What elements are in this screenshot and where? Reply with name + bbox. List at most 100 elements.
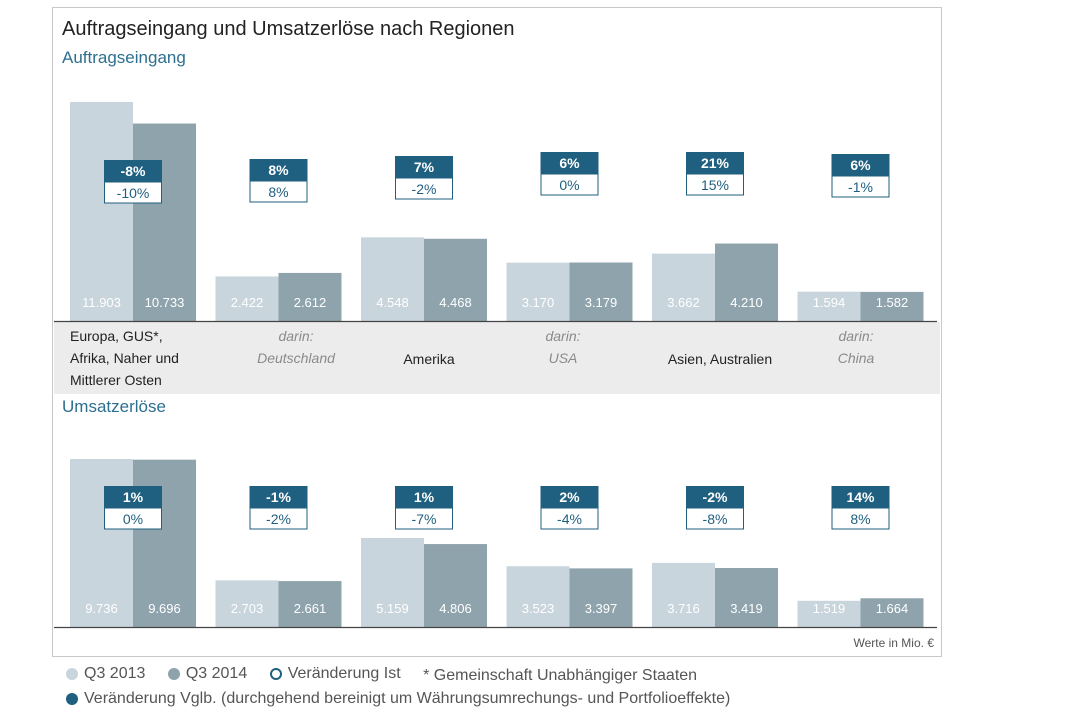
change-actual-label: 8% <box>268 162 289 178</box>
legend-label: * Gemeinschaft Unabhängiger Staaten <box>423 667 698 684</box>
category-label-5: darin: China <box>838 328 875 366</box>
legend-ring-change-actual <box>269 668 282 680</box>
bar-value-label: 4.806 <box>439 601 472 616</box>
change-actual-label: 6% <box>850 157 871 173</box>
change-actual-label: 7% <box>414 159 435 175</box>
legend-item-change-comparable: Veränderung Vglb. (durchgehend bereinigt… <box>66 690 730 708</box>
change-actual-box <box>104 486 162 508</box>
change-comparable-box <box>540 173 599 196</box>
change-comparable-box <box>395 507 453 530</box>
category-label-line: Mittlerer Osten <box>70 372 162 388</box>
change-comparable-box <box>104 507 162 530</box>
category-label-4: Asien, Australien <box>668 351 772 367</box>
change-comparable-box <box>104 181 162 204</box>
bar-auftragseingang-q3-2014-4 <box>715 243 778 321</box>
change-comparable-label: -4% <box>557 511 582 527</box>
category-label-line: China <box>838 350 875 366</box>
category-label-line: darin: <box>278 328 313 344</box>
bar-auftragseingang-q3-2014-2 <box>424 238 487 321</box>
change-actual-box <box>249 159 308 181</box>
bar-value-label: 2.661 <box>294 601 327 616</box>
bar-umsatzerlöse-q3-2014-3 <box>569 568 633 627</box>
bar-value-label: 3.716 <box>667 601 700 616</box>
bar-umsatzerlöse-q3-2014-1 <box>278 581 342 627</box>
bar-value-label: 10.733 <box>145 295 185 310</box>
bar-auftragseingang-q3-2013-1 <box>215 276 279 321</box>
change-comparable-label: 0% <box>559 177 579 193</box>
bar-auftragseingang-q3-2014-5 <box>860 291 924 321</box>
change-actual-box <box>831 154 890 176</box>
legend-dot-q3-2013 <box>66 668 78 680</box>
change-actual-box <box>540 152 599 174</box>
change-comparable-box <box>831 507 890 530</box>
change-comparable-box <box>686 507 744 530</box>
bar-umsatzerlöse-q3-2014-5 <box>860 598 924 627</box>
bar-value-label: 1.664 <box>876 601 909 616</box>
change-comparable-box <box>249 180 308 203</box>
legend-item-footnote: * Gemeinschaft Unabhängiger Staaten <box>423 667 697 685</box>
legend-item-q3-2014: Q3 2014 <box>167 665 248 683</box>
bar-auftragseingang-q3-2014-1 <box>278 272 342 321</box>
change-actual-label: 2% <box>559 489 580 505</box>
bar-value-label: 3.419 <box>730 601 763 616</box>
change-comparable-label: 8% <box>850 511 870 527</box>
bar-auftragseingang-q3-2013-2 <box>361 237 424 321</box>
category-label-line: darin: <box>545 328 580 344</box>
bar-umsatzerlöse-q3-2013-5 <box>797 600 861 627</box>
change-actual-label: 6% <box>559 155 580 171</box>
legend-label: Veränderung Vglb. (durchgehend bereinigt… <box>84 690 731 707</box>
change-actual-label: -8% <box>121 163 146 179</box>
bar-umsatzerlöse-q3-2013-1 <box>215 580 279 627</box>
category-label-line: Deutschland <box>257 350 336 366</box>
unit-note: Werte in Mio. € <box>853 636 934 650</box>
change-comparable-label: -1% <box>848 179 873 195</box>
bar-value-label: 11.903 <box>82 295 121 310</box>
bar-value-label: 5.159 <box>376 601 409 616</box>
legend-label: Q3 2013 <box>84 665 146 682</box>
change-actual-box <box>540 486 599 508</box>
change-actual-box <box>686 152 744 174</box>
change-actual-label: 1% <box>123 489 144 505</box>
bar-auftragseingang-q3-2014-3 <box>569 262 633 321</box>
bar-value-label: 3.523 <box>522 601 555 616</box>
bar-value-label: 1.594 <box>813 295 846 310</box>
bar-umsatzerlöse-q3-2013-2 <box>361 537 424 627</box>
category-label-line: darin: <box>838 328 873 344</box>
change-actual-label: -2% <box>703 489 728 505</box>
bar-value-label: 4.468 <box>439 295 472 310</box>
bar-value-label: 3.170 <box>522 295 555 310</box>
bar-auftragseingang-q3-2013-3 <box>506 262 570 321</box>
bar-value-label: 3.397 <box>585 601 618 616</box>
bar-auftragseingang-q3-2013-4 <box>652 253 715 321</box>
change-comparable-box <box>395 177 453 200</box>
category-label-line: Amerika <box>403 351 455 367</box>
change-comparable-label: -2% <box>266 511 291 527</box>
bar-auftragseingang-q3-2013-5 <box>797 291 861 321</box>
change-comparable-label: -7% <box>412 511 437 527</box>
legend-label: Q3 2014 <box>185 665 248 682</box>
change-comparable-label: 0% <box>123 511 143 527</box>
bar-value-label: 4.548 <box>376 295 409 310</box>
bar-value-label: 9.736 <box>85 601 118 616</box>
category-label-1: darin: Deutschland <box>257 328 336 366</box>
change-comparable-label: 15% <box>701 177 729 193</box>
category-label-3: darin: USA <box>545 328 580 366</box>
bar-value-label: 9.696 <box>148 601 181 616</box>
change-actual-box <box>249 486 308 508</box>
bar-value-label: 2.422 <box>231 295 264 310</box>
bar-value-label: 1.519 <box>813 601 846 616</box>
change-actual-box <box>686 486 744 508</box>
bar-value-label: 4.210 <box>730 295 763 310</box>
bar-umsatzerlöse-q3-2014-4 <box>715 568 778 627</box>
change-actual-box <box>395 486 453 508</box>
legend-dot-q3-2014 <box>167 668 180 680</box>
category-label-line: Asien, Australien <box>668 351 772 367</box>
bar-auftragseingang-q3-2013-0 <box>70 102 133 321</box>
change-actual-label: 1% <box>414 489 435 505</box>
change-actual-label: 21% <box>701 155 730 171</box>
change-actual-label: 14% <box>846 489 875 505</box>
chart-title: Auftragseingang und Umsatzerlöse nach Re… <box>62 18 515 40</box>
legend-label: Veränderung Ist <box>287 665 401 682</box>
bar-value-label: 2.612 <box>294 295 327 310</box>
